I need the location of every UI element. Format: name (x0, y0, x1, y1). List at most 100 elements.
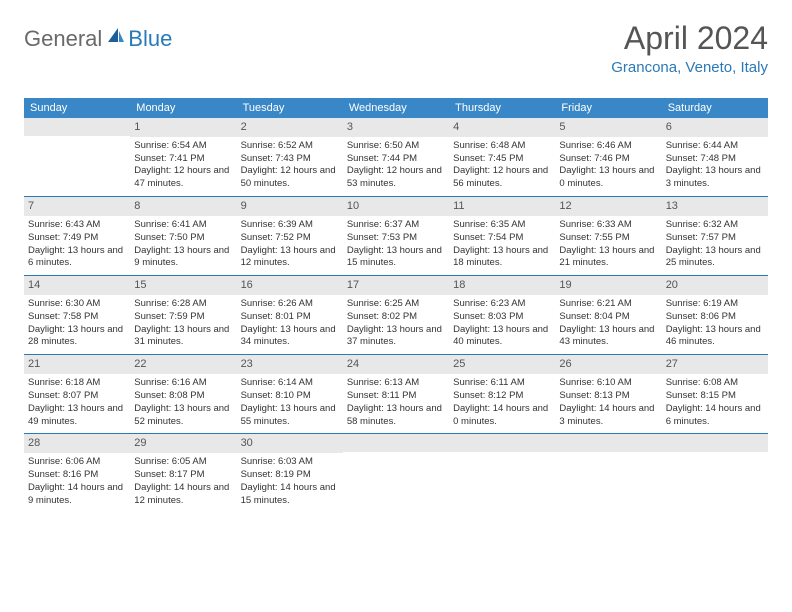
daylight-text: Daylight: 13 hours and 21 minutes. (559, 245, 657, 271)
day-number (555, 434, 661, 452)
daylight-text: Daylight: 13 hours and 52 minutes. (134, 403, 232, 429)
day-number: 29 (130, 434, 236, 453)
day-cell: 21Sunrise: 6:18 AMSunset: 8:07 PMDayligh… (24, 355, 130, 433)
day-cell: 16Sunrise: 6:26 AMSunset: 8:01 PMDayligh… (237, 276, 343, 354)
day-number: 30 (237, 434, 343, 453)
daylight-text: Daylight: 13 hours and 37 minutes. (347, 324, 445, 350)
daylight-text: Daylight: 13 hours and 3 minutes. (666, 165, 764, 191)
daylight-text: Daylight: 13 hours and 34 minutes. (241, 324, 339, 350)
day-number: 6 (662, 118, 768, 137)
sunset-text: Sunset: 7:53 PM (347, 232, 445, 245)
month-title: April 2024 (611, 20, 768, 57)
sunrise-text: Sunrise: 6:44 AM (666, 140, 764, 153)
daylight-text: Daylight: 12 hours and 53 minutes. (347, 165, 445, 191)
sunset-text: Sunset: 8:15 PM (666, 390, 764, 403)
sunrise-text: Sunrise: 6:11 AM (453, 377, 551, 390)
daylight-text: Daylight: 13 hours and 12 minutes. (241, 245, 339, 271)
sunset-text: Sunset: 8:10 PM (241, 390, 339, 403)
daylight-text: Daylight: 13 hours and 49 minutes. (28, 403, 126, 429)
daylight-text: Daylight: 12 hours and 50 minutes. (241, 165, 339, 191)
sunset-text: Sunset: 7:50 PM (134, 232, 232, 245)
day-cell: 10Sunrise: 6:37 AMSunset: 7:53 PMDayligh… (343, 197, 449, 275)
sunset-text: Sunset: 8:13 PM (559, 390, 657, 403)
sunset-text: Sunset: 7:57 PM (666, 232, 764, 245)
day-number: 28 (24, 434, 130, 453)
day-cell: 18Sunrise: 6:23 AMSunset: 8:03 PMDayligh… (449, 276, 555, 354)
daylight-text: Daylight: 14 hours and 15 minutes. (241, 482, 339, 508)
sunset-text: Sunset: 8:19 PM (241, 469, 339, 482)
logo: General Blue (24, 26, 172, 52)
day-cell: 22Sunrise: 6:16 AMSunset: 8:08 PMDayligh… (130, 355, 236, 433)
daylight-text: Daylight: 13 hours and 55 minutes. (241, 403, 339, 429)
logo-text-blue: Blue (128, 26, 172, 52)
sunrise-text: Sunrise: 6:28 AM (134, 298, 232, 311)
day-body: Sunrise: 6:28 AMSunset: 7:59 PMDaylight:… (130, 295, 236, 354)
week-row: 14Sunrise: 6:30 AMSunset: 7:58 PMDayligh… (24, 276, 768, 355)
day-cell: 7Sunrise: 6:43 AMSunset: 7:49 PMDaylight… (24, 197, 130, 275)
sunrise-text: Sunrise: 6:10 AM (559, 377, 657, 390)
day-cell: 25Sunrise: 6:11 AMSunset: 8:12 PMDayligh… (449, 355, 555, 433)
day-number: 26 (555, 355, 661, 374)
day-cell: 2Sunrise: 6:52 AMSunset: 7:43 PMDaylight… (237, 118, 343, 196)
day-body: Sunrise: 6:43 AMSunset: 7:49 PMDaylight:… (24, 216, 130, 275)
day-cell: 13Sunrise: 6:32 AMSunset: 7:57 PMDayligh… (662, 197, 768, 275)
daylight-text: Daylight: 13 hours and 18 minutes. (453, 245, 551, 271)
day-cell: 28Sunrise: 6:06 AMSunset: 8:16 PMDayligh… (24, 434, 130, 512)
sunrise-text: Sunrise: 6:18 AM (28, 377, 126, 390)
day-number: 21 (24, 355, 130, 374)
weeks-container: 1Sunrise: 6:54 AMSunset: 7:41 PMDaylight… (24, 118, 768, 512)
day-cell: 19Sunrise: 6:21 AMSunset: 8:04 PMDayligh… (555, 276, 661, 354)
calendar: SundayMondayTuesdayWednesdayThursdayFrid… (24, 98, 768, 512)
sunrise-text: Sunrise: 6:39 AM (241, 219, 339, 232)
day-cell: 27Sunrise: 6:08 AMSunset: 8:15 PMDayligh… (662, 355, 768, 433)
daylight-text: Daylight: 12 hours and 47 minutes. (134, 165, 232, 191)
week-row: 21Sunrise: 6:18 AMSunset: 8:07 PMDayligh… (24, 355, 768, 434)
sunrise-text: Sunrise: 6:21 AM (559, 298, 657, 311)
day-body: Sunrise: 6:50 AMSunset: 7:44 PMDaylight:… (343, 137, 449, 196)
sunset-text: Sunset: 7:41 PM (134, 153, 232, 166)
sunrise-text: Sunrise: 6:52 AM (241, 140, 339, 153)
day-cell: 5Sunrise: 6:46 AMSunset: 7:46 PMDaylight… (555, 118, 661, 196)
week-row: 1Sunrise: 6:54 AMSunset: 7:41 PMDaylight… (24, 118, 768, 197)
sunset-text: Sunset: 8:03 PM (453, 311, 551, 324)
daylight-text: Daylight: 13 hours and 15 minutes. (347, 245, 445, 271)
sunset-text: Sunset: 8:01 PM (241, 311, 339, 324)
sunset-text: Sunset: 8:04 PM (559, 311, 657, 324)
sunset-text: Sunset: 7:52 PM (241, 232, 339, 245)
header: General Blue April 2024 Grancona, Veneto… (24, 20, 768, 76)
sunset-text: Sunset: 7:49 PM (28, 232, 126, 245)
day-number (449, 434, 555, 452)
sunset-text: Sunset: 8:06 PM (666, 311, 764, 324)
sunset-text: Sunset: 7:55 PM (559, 232, 657, 245)
day-number: 13 (662, 197, 768, 216)
daylight-text: Daylight: 13 hours and 0 minutes. (559, 165, 657, 191)
day-cell: 29Sunrise: 6:05 AMSunset: 8:17 PMDayligh… (130, 434, 236, 512)
day-body: Sunrise: 6:39 AMSunset: 7:52 PMDaylight:… (237, 216, 343, 275)
sunrise-text: Sunrise: 6:08 AM (666, 377, 764, 390)
sunrise-text: Sunrise: 6:37 AM (347, 219, 445, 232)
day-body: Sunrise: 6:44 AMSunset: 7:48 PMDaylight:… (662, 137, 768, 196)
day-number: 1 (130, 118, 236, 137)
day-number: 22 (130, 355, 236, 374)
day-cell (555, 434, 661, 512)
day-body: Sunrise: 6:10 AMSunset: 8:13 PMDaylight:… (555, 374, 661, 433)
day-of-week-header: Monday (130, 98, 236, 118)
daylight-text: Daylight: 13 hours and 28 minutes. (28, 324, 126, 350)
daylight-text: Daylight: 13 hours and 6 minutes. (28, 245, 126, 271)
sunrise-text: Sunrise: 6:41 AM (134, 219, 232, 232)
sunset-text: Sunset: 7:43 PM (241, 153, 339, 166)
day-number (343, 434, 449, 452)
daylight-text: Daylight: 12 hours and 56 minutes. (453, 165, 551, 191)
title-block: April 2024 Grancona, Veneto, Italy (611, 20, 768, 76)
day-cell: 3Sunrise: 6:50 AMSunset: 7:44 PMDaylight… (343, 118, 449, 196)
day-number (662, 434, 768, 452)
day-body: Sunrise: 6:48 AMSunset: 7:45 PMDaylight:… (449, 137, 555, 196)
daylight-text: Daylight: 13 hours and 31 minutes. (134, 324, 232, 350)
day-body: Sunrise: 6:37 AMSunset: 7:53 PMDaylight:… (343, 216, 449, 275)
day-number: 18 (449, 276, 555, 295)
sunrise-text: Sunrise: 6:25 AM (347, 298, 445, 311)
daylight-text: Daylight: 14 hours and 6 minutes. (666, 403, 764, 429)
day-cell: 1Sunrise: 6:54 AMSunset: 7:41 PMDaylight… (130, 118, 236, 196)
sunrise-text: Sunrise: 6:16 AM (134, 377, 232, 390)
sunrise-text: Sunrise: 6:03 AM (241, 456, 339, 469)
